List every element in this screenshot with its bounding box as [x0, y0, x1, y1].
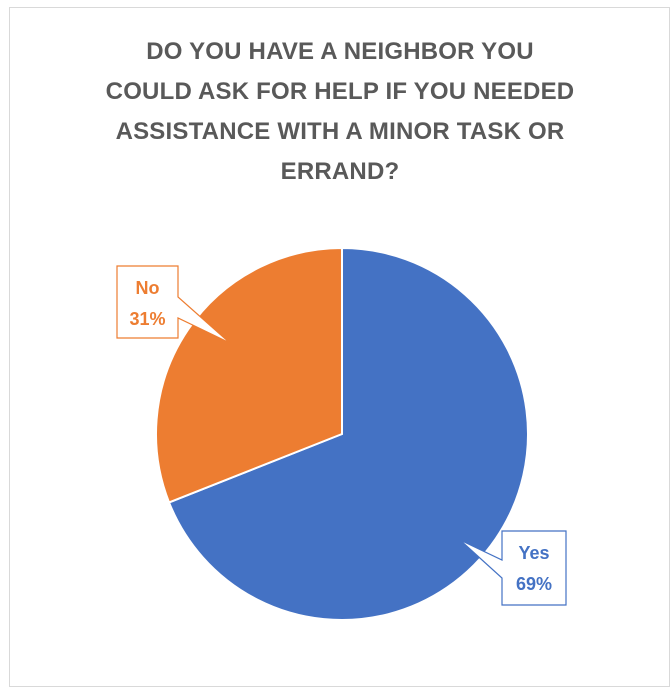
data-label-percent: 31%	[129, 309, 165, 329]
data-label-yes: Yes 69%	[459, 530, 567, 606]
data-label-category: Yes	[518, 543, 549, 563]
chart-title: DO YOU HAVE A NEIGHBOR YOU COULD ASK FOR…	[105, 38, 575, 185]
pie-slice-yes	[167, 246, 529, 621]
data-label-no: No 31%	[116, 265, 231, 344]
data-label-category: No	[136, 278, 160, 298]
data-label-percent: 69%	[516, 574, 552, 594]
pie-slice-no	[155, 246, 343, 504]
